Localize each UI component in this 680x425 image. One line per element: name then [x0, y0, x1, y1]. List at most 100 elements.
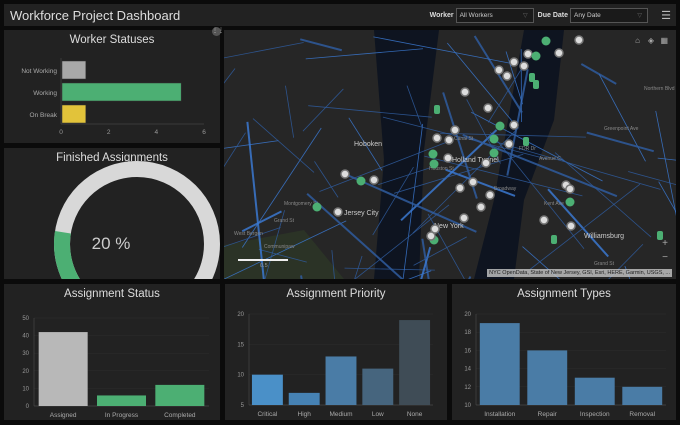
panel-title: Finished Assignments [56, 152, 168, 164]
panel-title: Assignment Status [64, 288, 160, 300]
road [393, 153, 524, 194]
map-label: West Bergen [234, 231, 263, 237]
map-label: Communipaw [264, 244, 295, 250]
assignment-marker [481, 158, 491, 168]
bar [479, 323, 520, 405]
assignment-marker-green [428, 149, 438, 159]
layout-handle-icon[interactable]: ⋮⋮ [212, 27, 224, 36]
x-tick-label: Completed [164, 412, 196, 419]
y-tick-label: 40 [22, 334, 29, 340]
panel-title: Worker Statuses [69, 34, 155, 46]
bar [97, 395, 146, 406]
assignment-marker [333, 207, 343, 217]
map-canvas[interactable]: Hoboken Holland Tunnel Jersey City New York… [224, 30, 676, 279]
y-tick-label: 14 [464, 367, 471, 373]
assignment-marker [483, 103, 493, 113]
road [608, 243, 644, 279]
bar [288, 392, 320, 405]
assignment-marker [494, 65, 504, 75]
assignment-types-panel: Assignment Types 10 12 14 16 18 20 Installatio… [452, 284, 676, 420]
basemap-gallery-icon[interactable]: ▦ [660, 36, 668, 45]
assignment-status-chart: 0 10 20 30 40 50 Assigned In Progress Completed [22, 316, 209, 419]
worker-marker [533, 80, 539, 89]
zoom-in-button[interactable]: + [662, 238, 668, 249]
panel-title: Assignment Types [517, 288, 611, 300]
road [224, 220, 347, 279]
map-label: Jersey City [344, 210, 379, 217]
road [658, 181, 676, 213]
finished-gauge: 20 % [54, 161, 220, 279]
bar [527, 350, 568, 405]
road [246, 121, 265, 279]
bar [155, 384, 205, 406]
assignment-marker-green [312, 202, 322, 212]
y-tick-label: 20 [237, 312, 244, 318]
x-tick-label: 4 [155, 129, 159, 136]
x-tick-label: None [407, 411, 423, 418]
road [427, 213, 465, 279]
y-tick-label: 10 [22, 386, 29, 392]
road [348, 174, 477, 233]
x-tick-label: 0 [59, 129, 63, 136]
assignment-marker [459, 213, 469, 223]
road [224, 132, 246, 168]
map-attribution: NYC OpenData, State of New Jersey, GSI, … [487, 269, 672, 277]
road [285, 85, 295, 138]
park-area [224, 230, 344, 279]
road [378, 167, 431, 186]
assignment-status-panel: Assignment Status 0 10 20 30 40 50 Assigned In … [4, 284, 220, 420]
map-view[interactable]: Hoboken Holland Tunnel Jersey City New York… [224, 30, 676, 279]
zoom-out-button[interactable]: − [662, 252, 668, 263]
worker-marker [434, 105, 440, 114]
assignment-marker [565, 184, 575, 194]
y-tick-label: 10 [464, 403, 471, 409]
assignment-marker [502, 71, 512, 81]
layers-icon[interactable]: ◈ [647, 36, 654, 45]
road [657, 157, 676, 161]
home-icon[interactable]: ⌂ [635, 36, 640, 45]
map-label: Grand St [274, 218, 295, 224]
road [487, 68, 523, 123]
x-tick-label: Inspection [580, 411, 610, 418]
assignment-marker-green [489, 148, 499, 158]
bar [362, 368, 394, 405]
map-label: Holland Tunnel [452, 157, 499, 164]
worker-select[interactable]: All Workers ▽ [455, 7, 534, 23]
hamburger-icon[interactable]: ☰ [661, 9, 671, 22]
east-river [474, 30, 564, 279]
map-label: Avenue C [539, 156, 561, 162]
assignment-priority-panel: Assignment Priority 5 10 15 20 Critical High M… [225, 284, 447, 420]
road [241, 127, 322, 248]
worker-statuses-chart: 0 2 4 6 Not Working Working On Break [21, 58, 206, 136]
scale-bar-label: 0.5 [260, 263, 268, 269]
due-date-select[interactable]: Any Date ▽ [570, 7, 648, 23]
bar [38, 332, 88, 406]
gauge-value: 20 % [92, 234, 131, 253]
road [462, 134, 618, 198]
road [354, 255, 363, 279]
y-tick-label: 30 [22, 351, 29, 357]
road [580, 63, 617, 85]
road [655, 110, 676, 217]
scale-bar [238, 259, 288, 261]
y-tick-label: 50 [22, 316, 29, 322]
worker-marker [657, 231, 663, 240]
assignment-marker-green [565, 197, 575, 207]
road [471, 111, 603, 182]
assignment-marker [509, 120, 519, 130]
y-tick-label: 20 [22, 369, 29, 375]
road [373, 36, 515, 65]
assignment-marker-green [531, 51, 541, 61]
road [412, 127, 520, 234]
road [382, 116, 548, 160]
bar [325, 356, 357, 405]
map-label: Hoboken [354, 141, 382, 148]
road [440, 132, 586, 138]
map-label: Grand St [594, 261, 615, 267]
assignment-marker [523, 49, 533, 59]
road [420, 246, 432, 279]
road [306, 192, 404, 279]
map-label: Kent Ave [544, 201, 564, 207]
header-bar: Workforce Project Dashboard Worker All W… [4, 4, 676, 26]
assignment-marker [455, 183, 465, 193]
